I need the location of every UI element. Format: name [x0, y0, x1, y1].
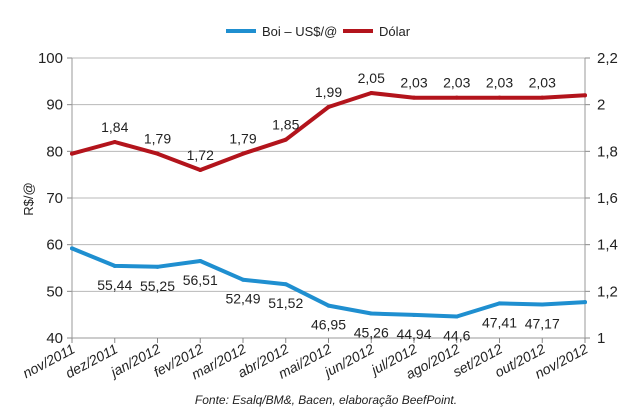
- y-axis-label: R$/@: [21, 182, 36, 215]
- data-label: 2,03: [400, 75, 427, 91]
- data-point: [283, 282, 288, 287]
- data-point: [155, 151, 160, 156]
- data-label: 44,6: [443, 328, 470, 344]
- data-point: [241, 151, 245, 156]
- data-point: [369, 91, 374, 95]
- source-note: Fonte: Esalq/BM&, Bacen, elaboração Beef…: [195, 393, 457, 407]
- y2-tick-label: 2,2: [597, 50, 618, 67]
- y2-tick-label: 1,2: [597, 283, 618, 300]
- y-tick-label: 50: [46, 283, 63, 300]
- y2-tick-label: 1,4: [597, 237, 618, 254]
- data-label: 45,26: [354, 324, 389, 340]
- data-point: [369, 311, 374, 316]
- data-point: [497, 95, 502, 100]
- data-point: [241, 277, 245, 282]
- data-point: [412, 312, 416, 317]
- legend-label-2: Dólar: [379, 24, 411, 39]
- y-tick-label: 80: [46, 143, 63, 160]
- gridlines: [72, 57, 585, 339]
- data-label: 1,79: [229, 131, 256, 147]
- legend: Boi – US$/@ Dólar: [226, 24, 411, 39]
- data-point: [540, 302, 545, 307]
- y-tick-label: 60: [46, 237, 63, 254]
- data-label: 1,72: [187, 147, 214, 163]
- data-point: [198, 258, 203, 263]
- y-tick-label: 70: [46, 190, 63, 207]
- data-point: [454, 95, 459, 100]
- data-point: [540, 95, 545, 100]
- data-point: [583, 93, 587, 98]
- data-label: 51,52: [268, 295, 303, 311]
- data-label: 47,41: [482, 314, 517, 330]
- data-point: [497, 301, 502, 306]
- data-point: [198, 168, 203, 172]
- data-label: 1,84: [101, 119, 128, 135]
- y2-tick-label: 1: [597, 330, 605, 347]
- data-point: [283, 137, 288, 142]
- data-label: 56,51: [183, 272, 218, 288]
- data-point: [326, 303, 331, 308]
- data-label: 2,05: [358, 70, 385, 86]
- y-tick-label: 40: [46, 330, 63, 347]
- data-label: 2,03: [443, 75, 470, 91]
- data-point: [112, 140, 117, 144]
- data-label: 2,03: [529, 75, 556, 91]
- data-point: [70, 151, 74, 156]
- data-label: 52,49: [225, 291, 260, 307]
- legend-label-1: Boi – US$/@: [262, 24, 337, 39]
- y2-tick-label: 1,6: [597, 190, 618, 207]
- data-labels: 55,44 55,25 56,51 52,49 51,52 46,95 45,26 44,94…: [97, 70, 560, 344]
- data-point: [112, 263, 117, 268]
- data-point: [454, 314, 459, 319]
- data-label: 1,79: [144, 131, 171, 147]
- data-point: [70, 246, 74, 251]
- data-point: [412, 95, 416, 100]
- series-layer: [70, 91, 587, 319]
- data-label: 46,95: [311, 317, 346, 333]
- data-label: 2,03: [486, 75, 513, 91]
- y-tick-label: 100: [38, 50, 63, 67]
- data-label: 47,17: [525, 316, 560, 332]
- y2-tick-label: 1,8: [597, 143, 618, 160]
- data-point: [326, 105, 331, 109]
- y-tick-label: 90: [46, 97, 63, 114]
- data-label: 1,99: [315, 84, 342, 100]
- data-label: 1,85: [272, 117, 299, 133]
- data-point: [155, 264, 160, 269]
- y2-tick-label: 2: [597, 97, 605, 114]
- data-label: 55,44: [97, 277, 132, 293]
- data-point: [583, 300, 587, 305]
- data-label: 44,94: [396, 326, 431, 342]
- data-label: 55,25: [140, 278, 175, 294]
